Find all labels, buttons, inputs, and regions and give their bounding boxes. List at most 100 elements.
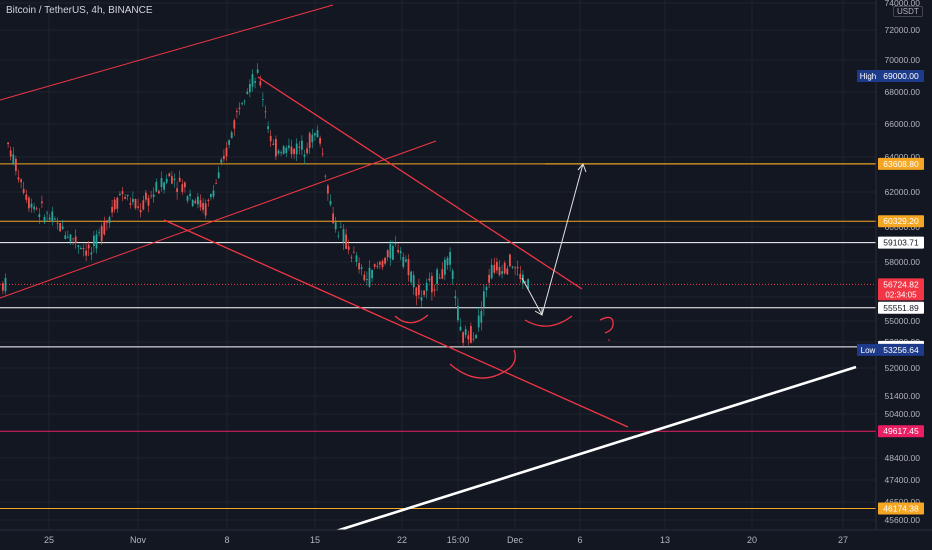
candles <box>2 63 529 347</box>
candle-body <box>415 287 418 296</box>
y-tick-label: 74000.00 <box>885 0 921 8</box>
candle-body <box>272 143 275 145</box>
candle-body <box>220 159 223 163</box>
y-tick-label: 48400.00 <box>885 453 921 463</box>
candle-body <box>353 251 355 253</box>
candle-body <box>210 193 212 198</box>
price-tag-label: 59103.71 <box>883 238 919 248</box>
candle-body <box>407 259 410 276</box>
trendline-descending-bottom[interactable] <box>163 219 629 428</box>
candle-body <box>342 229 345 243</box>
candle-body <box>446 258 449 266</box>
candle-body <box>25 194 28 200</box>
arrow-head-up <box>577 163 587 173</box>
candle-body <box>67 236 69 238</box>
candle-body <box>155 181 158 192</box>
candle-body <box>324 175 327 177</box>
candle-body <box>184 182 186 188</box>
currency-label[interactable]: USDT <box>893 6 923 17</box>
candle-body <box>28 197 30 209</box>
price-tags: 63608.80 60329.20 59103.71 56724.8202:34:05… <box>857 70 924 515</box>
x-tick-label: 6 <box>577 535 582 545</box>
price-tag <box>878 215 924 228</box>
candle-body <box>405 259 407 262</box>
candle-body <box>246 91 249 94</box>
chart-title: Bitcoin / TetherUS, 4h, BINANCE <box>6 5 153 16</box>
candle-body <box>438 277 441 279</box>
candle-body <box>171 176 173 184</box>
candle-body <box>7 142 9 145</box>
candle-body <box>451 270 454 279</box>
candle-body <box>464 329 467 336</box>
candle-body <box>376 265 379 267</box>
question-mark-dot <box>608 339 610 341</box>
trendline-descending-top[interactable] <box>257 76 583 290</box>
trendline-upper-channel[interactable] <box>0 4 334 101</box>
trendline-white-support[interactable] <box>332 365 857 534</box>
candle-body <box>38 214 41 218</box>
candle-body <box>490 264 493 279</box>
candle-body <box>259 81 262 86</box>
candle-body <box>54 218 56 220</box>
candle-body <box>9 150 12 157</box>
candle-body <box>282 146 285 155</box>
y-tick-label: 64000.00 <box>885 152 921 162</box>
drawn-curve-1[interactable] <box>394 314 429 324</box>
high-value-tag <box>878 70 924 82</box>
candle-body <box>511 266 514 268</box>
drawn-curve-3[interactable] <box>524 315 573 327</box>
candle-body <box>402 256 405 267</box>
projection-arrow-down[interactable] <box>521 277 543 316</box>
candle-body <box>334 222 337 230</box>
candle-body <box>2 283 4 291</box>
x-tick-label: 13 <box>660 535 670 545</box>
candle-body <box>457 305 459 321</box>
price-tag-label: 46174.38 <box>883 504 919 514</box>
candle-body <box>12 154 15 165</box>
grid <box>0 0 876 530</box>
candle-body <box>410 271 412 283</box>
candle-body <box>285 147 288 154</box>
candle-body <box>337 235 340 237</box>
low-tag-label: Low <box>861 346 876 355</box>
candle-body <box>514 267 516 269</box>
candle-body <box>69 234 72 242</box>
candle-body <box>158 191 160 194</box>
y-tick-label: 47400.00 <box>885 475 921 485</box>
price-tag <box>878 236 924 249</box>
candle-body <box>64 235 67 239</box>
high-value-label: 69000.00 <box>883 71 919 81</box>
candle-body <box>358 262 360 270</box>
candle-body <box>524 281 527 283</box>
candle-body <box>269 135 272 142</box>
drawings <box>0 4 857 534</box>
candle-body <box>433 289 436 291</box>
candle-body <box>355 255 358 262</box>
candle-body <box>186 196 189 201</box>
candle-body <box>215 183 217 185</box>
y-tick-label: 55000.00 <box>885 316 921 326</box>
low-tag <box>857 343 879 356</box>
candle-body <box>126 194 129 197</box>
price-levels <box>0 163 876 510</box>
candle-body <box>189 193 191 197</box>
drawn-curve-2[interactable] <box>449 349 516 379</box>
candle-body <box>496 261 498 271</box>
candle-body <box>85 250 87 256</box>
candle-body <box>124 197 126 199</box>
candle-body <box>119 193 121 196</box>
candle-body <box>129 203 132 205</box>
trendline-rising[interactable] <box>0 140 437 299</box>
candle-body <box>80 247 82 250</box>
candle-body <box>142 200 145 210</box>
candle-body <box>392 245 394 260</box>
candle-body <box>366 278 368 280</box>
candle-body <box>262 99 264 100</box>
drawn-question-mark[interactable] <box>599 316 614 334</box>
candle-body <box>431 275 433 293</box>
candle-body <box>459 326 462 331</box>
candle-body <box>113 199 116 210</box>
projection-arrow-up[interactable] <box>541 163 584 316</box>
candle-body <box>363 274 366 281</box>
